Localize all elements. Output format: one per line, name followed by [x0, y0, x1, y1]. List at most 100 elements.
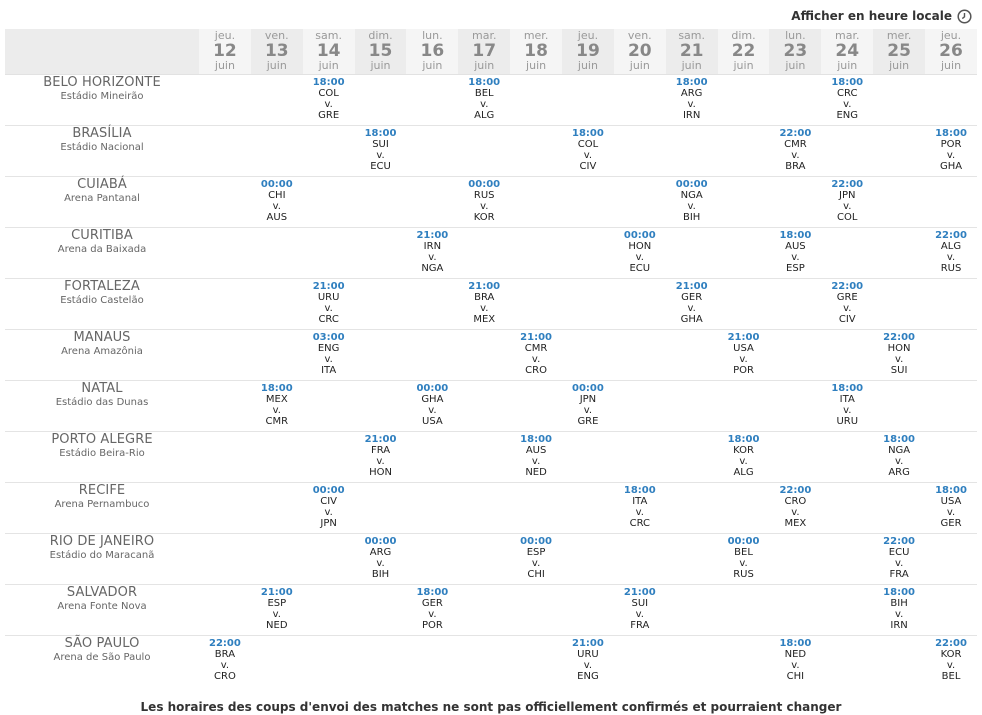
schedule-cell [354, 584, 407, 636]
versus-label: v. [946, 507, 956, 518]
match-time: 18:00 [779, 230, 812, 241]
schedule-cell [510, 278, 563, 330]
match-entry[interactable]: 00:00 BEL v. RUS [718, 534, 770, 580]
month-label: juin [681, 59, 702, 72]
schedule-cell [613, 278, 666, 330]
day-of-week: mer. [886, 29, 912, 42]
match-entry[interactable]: 18:00 POR v. GHA [925, 126, 977, 172]
match-time: 00:00 [312, 485, 345, 496]
match-time: 00:00 [572, 383, 604, 394]
schedule-cell [199, 482, 251, 534]
match-entry[interactable]: 22:00 BRA v. CRO [199, 636, 251, 682]
home-team: RUS [473, 190, 495, 201]
schedule-cell [873, 482, 926, 534]
schedule-cell [458, 636, 510, 687]
match-entry[interactable]: 00:00 CIV v. JPN [303, 483, 355, 529]
match-entry[interactable]: 18:00 BIH v. IRN [873, 585, 925, 631]
match-entry[interactable]: 22:00 CMR v. BRA [769, 126, 821, 172]
match-entry[interactable]: 18:00 MEX v. CMR [251, 381, 303, 427]
home-team: NGA [888, 445, 911, 456]
venue-stadium: Arena Pantanal [64, 193, 140, 204]
match-entry[interactable]: 18:00 BEL v. ALG [458, 75, 510, 121]
match-entry[interactable]: 00:00 HON v. ECU [614, 228, 666, 274]
schedule-cell [250, 278, 303, 330]
schedule-cell [613, 533, 666, 585]
schedule-cell [769, 584, 822, 636]
versus-label: v. [480, 99, 489, 110]
match-entry[interactable]: 21:00 BRA v. MEX [458, 279, 510, 325]
match-entry[interactable]: 00:00 ARG v. BIH [355, 534, 407, 580]
match-entry[interactable]: 22:00 ALG v. RUS [925, 228, 977, 274]
venue-cell: CURITIBA Arena da Baixada [5, 227, 199, 279]
match-entry[interactable]: 00:00 CHI v. AUS [251, 177, 303, 223]
match-time: 18:00 [935, 485, 967, 496]
match-entry[interactable]: 18:00 USA v. GER [925, 483, 977, 529]
match-entry[interactable]: 21:00 ESP v. NED [251, 585, 303, 631]
venue-cell: BRASÍLIA Estádio Nacional [5, 125, 199, 177]
schedule-cell: 18:00 USA v. GER [925, 482, 977, 534]
schedule-cell [925, 74, 977, 126]
month-label: juin [370, 59, 391, 72]
date-header-26: jeu. 26 juin [925, 29, 977, 75]
match-entry[interactable]: 21:00 URU v. ENG [562, 636, 614, 682]
match-entry[interactable]: 22:00 JPN v. COL [821, 177, 873, 223]
match-entry[interactable]: 18:00 KOR v. ALG [718, 432, 770, 478]
schedule-cell [613, 329, 666, 381]
match-entry[interactable]: 22:00 ECU v. FRA [873, 534, 925, 580]
home-team: GER [681, 292, 703, 303]
match-entry[interactable]: 22:00 HON v. SUI [873, 330, 925, 376]
match-entry[interactable]: 22:00 CRO v. MEX [769, 483, 821, 529]
venue-city: PORTO ALEGRE [51, 432, 153, 447]
match-entry[interactable]: 22:00 GRE v. CIV [821, 279, 873, 325]
month-label: juin [629, 59, 650, 72]
month-label: juin [577, 59, 598, 72]
match-entry[interactable]: 18:00 AUS v. ESP [769, 228, 821, 274]
match-entry[interactable]: 00:00 GHA v. USA [406, 381, 458, 427]
schedule-cell [354, 380, 407, 432]
match-entry[interactable]: 03:00 ENG v. ITA [303, 330, 355, 376]
match-entry[interactable]: 18:00 ARG v. IRN [666, 75, 718, 121]
match-time: 18:00 [779, 638, 812, 649]
match-entry[interactable]: 21:00 URU v. CRC [303, 279, 355, 325]
local-time-toggle[interactable]: Afficher en heure locale [791, 6, 972, 26]
match-entry[interactable]: 18:00 ITA v. URU [821, 381, 873, 427]
schedule-cell [821, 125, 874, 177]
versus-label: v. [583, 150, 593, 161]
match-entry[interactable]: 18:00 AUS v. NED [510, 432, 562, 478]
match-entry[interactable]: 21:00 IRN v. NGA [406, 228, 458, 274]
match-entry[interactable]: 00:00 JPN v. GRE [562, 381, 614, 427]
schedule-cell [562, 329, 614, 381]
match-entry[interactable]: 18:00 COL v. CIV [562, 126, 614, 172]
month-label: juin [266, 59, 287, 72]
match-entry[interactable]: 18:00 GER v. POR [406, 585, 458, 631]
schedule-cell: 00:00 NGA v. BIH [665, 176, 718, 228]
match-entry[interactable]: 18:00 CRC v. ENG [821, 75, 873, 121]
match-entry[interactable]: 18:00 NED v. CHI [769, 636, 821, 682]
match-entry[interactable]: 21:00 GER v. GHA [666, 279, 718, 325]
match-entry[interactable]: 18:00 COL v. GRE [303, 75, 355, 121]
schedule-cell [873, 636, 925, 687]
match-entry[interactable]: 00:00 NGA v. BIH [666, 177, 718, 223]
match-entry[interactable]: 21:00 FRA v. HON [355, 432, 407, 478]
versus-label: v. [324, 99, 333, 110]
versus-label: v. [428, 609, 437, 620]
schedule-cell [458, 227, 511, 279]
match-time: 22:00 [935, 638, 967, 649]
home-team: BIH [890, 598, 908, 609]
match-entry[interactable]: 21:00 SUI v. FRA [614, 585, 666, 631]
match-entry[interactable]: 18:00 ITA v. CRC [614, 483, 666, 529]
away-team: CHI [527, 569, 545, 580]
schedule-cell: 21:00 SUI v. FRA [613, 584, 666, 636]
match-entry[interactable]: 22:00 KOR v. BEL [925, 636, 977, 682]
home-team: GER [421, 598, 443, 609]
match-entry[interactable]: 00:00 RUS v. KOR [458, 177, 510, 223]
match-entry[interactable]: 18:00 SUI v. ECU [355, 126, 407, 172]
schedule-cell [665, 329, 718, 381]
match-entry[interactable]: 18:00 NGA v. ARG [873, 432, 925, 478]
match-entry[interactable]: 21:00 USA v. POR [718, 330, 770, 376]
match-time: 00:00 [623, 230, 656, 241]
day-of-week: mar. [835, 29, 860, 42]
match-entry[interactable]: 00:00 ESP v. CHI [510, 534, 562, 580]
versus-label: v. [791, 252, 800, 263]
match-entry[interactable]: 21:00 CMR v. CRO [510, 330, 562, 376]
